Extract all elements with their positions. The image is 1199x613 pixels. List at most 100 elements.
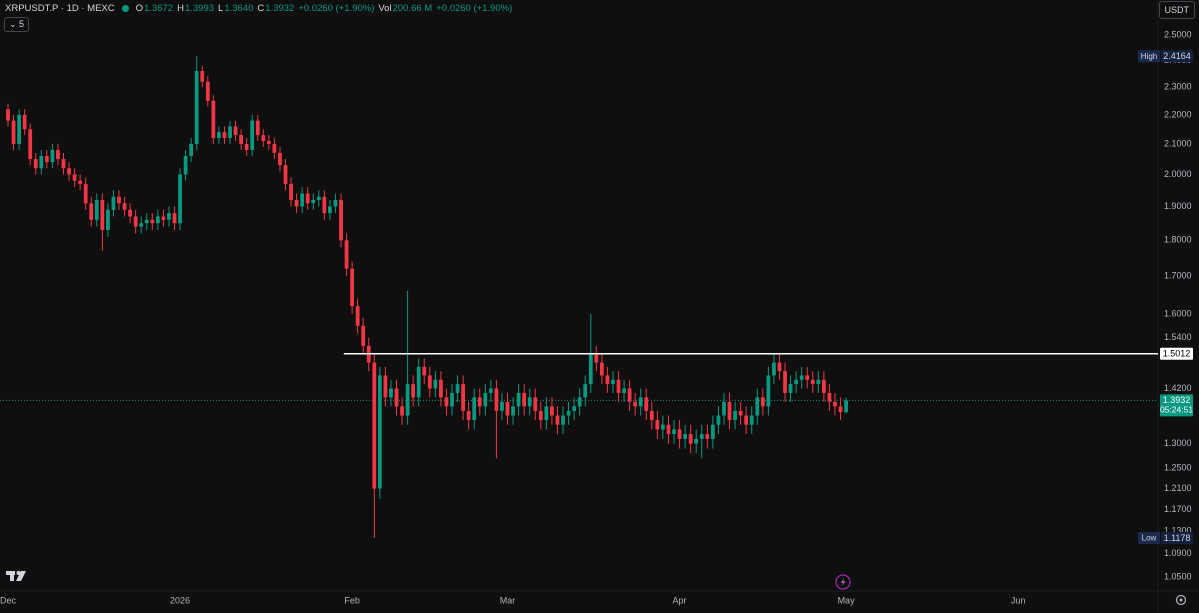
candle-body — [772, 362, 776, 376]
candle-body — [516, 392, 521, 407]
candle-body — [661, 424, 665, 430]
candle-body — [78, 180, 83, 184]
candle-body — [416, 366, 421, 398]
candle-body — [611, 379, 615, 385]
candle-body — [749, 415, 754, 425]
ohlc-legend: O 1.3672 H 1.3993 L 1.3640 C 1.3932 — [136, 3, 295, 14]
candle-body — [44, 155, 49, 163]
high-tag: High — [1141, 52, 1157, 61]
x-tick-label: Mar — [500, 595, 516, 605]
symbol-legend: XRPUSDT.P · 1D · MEXC O 1.3672 H 1.3993 L 1.3… — [5, 3, 512, 14]
candle-body — [694, 438, 699, 444]
candle-body — [450, 392, 454, 407]
indicator-toggle[interactable]: ⌄ 5 — [4, 17, 30, 32]
legend-key: C — [257, 3, 265, 14]
candle-body — [844, 400, 848, 413]
legend-value: 1.3993 — [184, 3, 215, 14]
candle-body — [333, 199, 338, 207]
candle-body — [6, 109, 10, 121]
low-tag: Low — [1142, 534, 1157, 543]
candle-body — [616, 379, 621, 393]
candle-body — [655, 420, 660, 430]
candle-body — [805, 375, 810, 380]
alert-icon[interactable] — [835, 574, 851, 590]
candle-body — [522, 392, 527, 407]
candle-body — [683, 434, 688, 439]
candle-body — [322, 196, 327, 214]
volume-change: +0.0260 (+1.90%) — [436, 3, 513, 14]
candle-body — [649, 410, 654, 421]
volume: 200.66 M — [392, 3, 433, 14]
candle-body — [300, 193, 305, 207]
candle-body — [261, 135, 266, 141]
candle-body — [22, 114, 27, 130]
legend-value: 1.3640 — [224, 3, 254, 14]
candle-body — [266, 140, 271, 144]
candle-body — [211, 100, 216, 139]
candle-body — [389, 388, 393, 398]
x-tick-label: Apr — [673, 595, 687, 605]
candle-body — [217, 132, 221, 139]
symbol-title[interactable]: XRPUSDT.P · 1D · MEXC — [5, 3, 115, 14]
candle-body — [72, 174, 77, 181]
y-tick-label: 1.2100 — [1164, 483, 1192, 493]
candle-body — [167, 213, 171, 220]
candle-body — [555, 415, 560, 425]
candle-body — [799, 375, 804, 380]
volume-label: Vol — [378, 3, 392, 14]
candle-body — [427, 375, 432, 389]
y-tick-label: 1.5400 — [1164, 332, 1192, 342]
candle-body — [488, 388, 493, 393]
extreme-tag-box — [1138, 50, 1160, 63]
candle-body — [783, 371, 787, 393]
candle-body — [622, 388, 626, 393]
y-tick-label: 2.0000 — [1164, 169, 1192, 179]
settings-icon[interactable] — [1175, 594, 1187, 606]
low-price: 1.1178 — [1164, 533, 1191, 543]
candle-body — [577, 397, 582, 407]
currency-selector[interactable]: USDT — [1158, 1, 1195, 19]
candle-body — [155, 216, 160, 224]
candle-body — [550, 406, 554, 416]
candle-body — [461, 384, 465, 411]
high-price: 2.4164 — [1163, 51, 1191, 61]
candle-body — [89, 203, 94, 220]
y-tick-label: 1.4200 — [1164, 383, 1192, 393]
candle-body — [688, 434, 693, 444]
x-tick-label: 2026 — [170, 595, 190, 605]
legend-key: L — [218, 3, 224, 14]
candle-body — [222, 132, 227, 139]
candle-body — [377, 375, 382, 489]
candle-body — [572, 406, 577, 411]
indicator-count: 5 — [19, 19, 25, 29]
candle-body — [289, 183, 293, 200]
candle-body — [361, 325, 366, 346]
y-tick-label: 2.3000 — [1164, 81, 1192, 91]
candle-body — [239, 135, 243, 144]
y-tick-label: 1.3000 — [1164, 438, 1192, 448]
candle-body — [422, 366, 427, 376]
candle-body — [444, 397, 449, 407]
candle-body — [439, 379, 443, 398]
candle-body — [821, 379, 826, 393]
candle-body — [189, 143, 194, 156]
countdown: 05:24:51 — [1160, 405, 1193, 415]
candle-body — [738, 410, 743, 416]
candle-body — [472, 397, 477, 421]
candle-body — [67, 168, 71, 175]
candle-body — [228, 126, 232, 139]
candle-body — [305, 193, 310, 204]
candle-body — [411, 384, 416, 398]
candle-body — [827, 392, 832, 402]
candle-body — [255, 120, 260, 136]
candle-body — [766, 375, 771, 407]
candle-body — [244, 143, 249, 150]
candle-body — [505, 401, 510, 416]
candle-body — [316, 196, 321, 200]
candle-body — [672, 429, 676, 435]
candle-body — [200, 71, 205, 82]
candle-body — [494, 388, 499, 411]
candle-body — [122, 203, 127, 210]
